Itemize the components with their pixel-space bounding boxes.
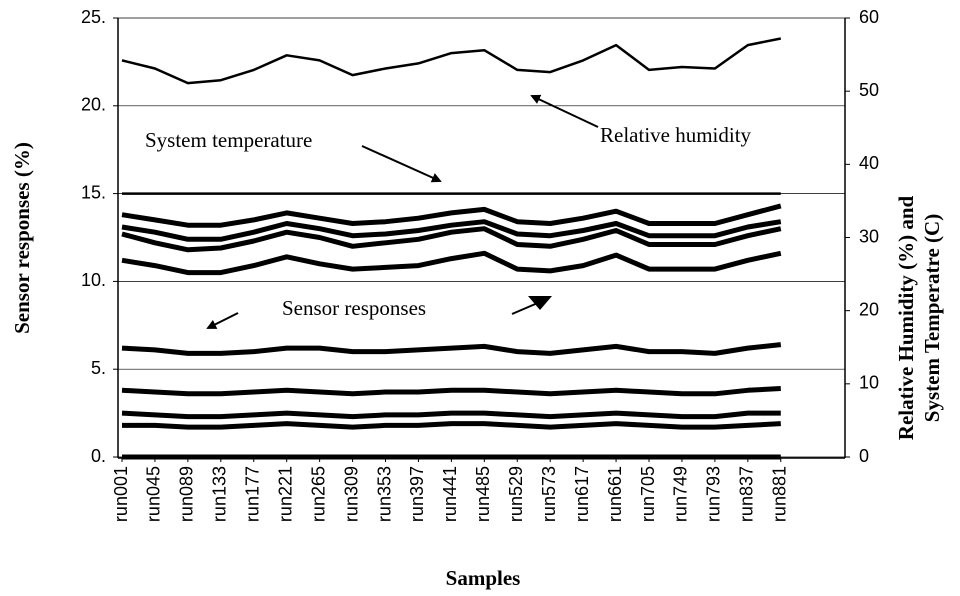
x-tick-label: run573 bbox=[539, 466, 559, 522]
x-tick-label: run265 bbox=[308, 466, 328, 522]
series-line bbox=[121, 342, 782, 356]
y-axis-title: Sensor responses (%) bbox=[10, 142, 34, 334]
x-tick-label: run881 bbox=[770, 466, 790, 522]
y-tick-label: 15. bbox=[81, 182, 106, 202]
x-tick-label: run089 bbox=[177, 466, 197, 522]
y2-tick-label: 0 bbox=[859, 446, 869, 466]
y-tick-label: 5. bbox=[91, 358, 106, 378]
x-tick-label: run397 bbox=[407, 466, 427, 522]
y2-tick-label: 40 bbox=[859, 153, 879, 173]
arrow-head bbox=[528, 296, 552, 310]
x-tick-label: run749 bbox=[671, 466, 691, 522]
x-tick-label: run133 bbox=[210, 466, 230, 522]
x-tick-label: run177 bbox=[243, 466, 263, 522]
x-tick-label: run001 bbox=[111, 466, 131, 522]
series-line bbox=[121, 250, 782, 276]
x-axis-title: Samples bbox=[446, 566, 521, 590]
x-tick-label: run793 bbox=[704, 466, 724, 522]
x-tick-label: run529 bbox=[506, 466, 526, 522]
series-line bbox=[121, 386, 781, 397]
series-line bbox=[121, 203, 782, 228]
x-tick-label: run837 bbox=[737, 466, 757, 522]
y2-axis-title: System Temperatre (C) bbox=[920, 214, 944, 422]
y-tick-label: 20. bbox=[81, 95, 106, 115]
series-line bbox=[121, 226, 782, 253]
annotation: Relative humidity bbox=[600, 123, 752, 147]
x-tick-label: run705 bbox=[638, 466, 658, 522]
plot bbox=[121, 37, 782, 460]
annotation: System temperature bbox=[145, 128, 312, 152]
x-tick-label: run309 bbox=[341, 466, 361, 522]
y2-tick-label: 10 bbox=[859, 373, 879, 393]
series-line bbox=[121, 219, 782, 242]
arrow bbox=[530, 94, 599, 128]
annotation: Sensor responses bbox=[282, 296, 426, 320]
y2-tick-label: 60 bbox=[859, 7, 879, 27]
series-line bbox=[122, 421, 781, 430]
x-tick-label: run441 bbox=[440, 466, 460, 522]
arrow bbox=[361, 145, 442, 183]
y2-tick-label: 20 bbox=[859, 299, 879, 319]
x-tick-label: run617 bbox=[572, 466, 592, 522]
series-line bbox=[121, 37, 782, 85]
y2-axis-title: Relative Humidity (%) and bbox=[894, 195, 918, 440]
series-line bbox=[121, 410, 781, 420]
x-tick-label: run221 bbox=[275, 466, 295, 522]
y2-tick-label: 50 bbox=[859, 80, 879, 100]
y-tick-label: 0. bbox=[91, 446, 106, 466]
y2-tick-label: 30 bbox=[859, 226, 879, 246]
y-tick-label: 10. bbox=[81, 270, 106, 290]
y-tick-label: 25. bbox=[81, 7, 106, 27]
x-tick-label: run485 bbox=[473, 466, 493, 522]
x-tick-label: run661 bbox=[605, 466, 625, 522]
arrow bbox=[206, 312, 239, 329]
x-tick-label: run353 bbox=[374, 466, 394, 522]
x-tick-label: run045 bbox=[144, 466, 164, 522]
